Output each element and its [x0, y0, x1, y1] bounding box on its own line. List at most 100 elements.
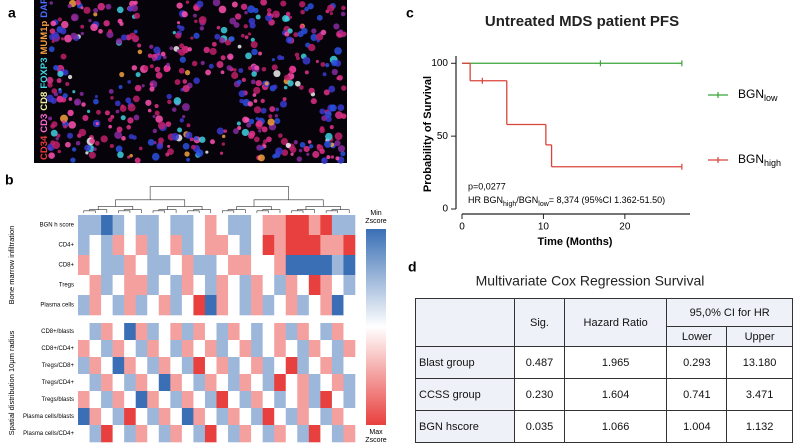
cell-dot	[337, 104, 345, 112]
cell-dot	[72, 90, 76, 94]
cell-dot	[176, 21, 181, 25]
heatmap-cell	[331, 374, 344, 392]
y-tick-label: 100	[431, 58, 448, 69]
cell-dot	[323, 89, 330, 96]
heatmap-cell	[181, 408, 194, 426]
cell-dot	[166, 93, 172, 100]
heatmap-cell	[181, 255, 194, 276]
cell-dot	[181, 103, 190, 111]
cell-dot	[199, 26, 205, 31]
cell-dot	[319, 126, 325, 131]
cell-dot	[255, 14, 261, 20]
cell-dot	[81, 102, 86, 107]
heatmap-cell	[228, 391, 240, 409]
cell-dot	[127, 103, 136, 112]
cell-dot	[179, 43, 185, 49]
heatmap-cell	[251, 323, 263, 341]
heatmap-cell	[308, 340, 321, 358]
y-tick-label: 50	[437, 131, 449, 142]
x-tick-label: 20	[619, 222, 631, 233]
heatmap-cell	[251, 408, 263, 426]
table-cell: 0.487	[514, 346, 565, 379]
cell-dot	[336, 76, 340, 80]
cell-dot	[247, 66, 253, 71]
cell-dot	[65, 141, 71, 148]
cell-dot	[262, 139, 268, 144]
cell-dot	[289, 71, 293, 75]
heatmap-cell	[147, 391, 160, 409]
row-label: CD8+	[58, 263, 74, 269]
heatmap-cell	[135, 323, 148, 341]
cell-dot	[329, 104, 337, 112]
heatmap-cell	[112, 235, 125, 256]
cell-dot	[328, 85, 336, 93]
cell-dot	[88, 19, 92, 23]
cell-dot	[119, 72, 125, 78]
cell-dot	[98, 28, 103, 34]
heatmap-cell	[78, 255, 90, 276]
cell-dot	[341, 31, 347, 37]
group-label: Bone marrow infiltration	[7, 226, 16, 305]
heatmap-cell	[331, 340, 344, 358]
cell-dot	[70, 157, 76, 163]
note-subscript: low	[538, 201, 549, 208]
dendrogram-branch	[262, 209, 281, 213]
dendrogram-branch	[115, 199, 186, 207]
cell-dot	[127, 155, 131, 159]
heatmap-cell	[262, 215, 275, 236]
dendrogram-branch	[331, 209, 350, 213]
table-cell: 0.293	[666, 346, 728, 379]
heatmap-cell	[308, 425, 321, 443]
heatmap-cell	[285, 340, 298, 358]
heatmap-cell	[274, 235, 287, 256]
cell-dot	[83, 6, 91, 14]
cell-dot	[191, 60, 198, 67]
heatmap-cell	[297, 340, 310, 358]
cell-dot	[282, 97, 287, 102]
cell-dot	[209, 139, 216, 145]
cell-dot	[321, 158, 326, 162]
cell-dot	[120, 34, 128, 41]
cell-dot	[306, 152, 310, 156]
cell-dot	[158, 137, 164, 144]
table-cell: 1.965	[563, 346, 668, 379]
dendrogram-branch	[236, 206, 272, 210]
cell-dot	[175, 32, 182, 39]
heatmap-cell	[89, 357, 102, 375]
cell-dot	[247, 5, 256, 14]
cell-dot	[333, 23, 340, 30]
cell-dot	[316, 14, 323, 21]
heatmap-cell	[193, 275, 206, 296]
cell-dot	[67, 109, 74, 117]
heatmap-cell	[112, 374, 125, 392]
heatmap-cell	[274, 215, 287, 236]
heatmap-cell	[181, 215, 194, 236]
table-row: BGN hscore 0.035 1.066 1.004 1.132	[414, 410, 793, 443]
heatmap-cell	[239, 425, 252, 443]
cell-dot	[61, 20, 69, 29]
cell-dot	[194, 19, 198, 24]
heatmap-cell	[308, 374, 321, 392]
heatmap-cell	[308, 235, 321, 256]
cell-dot	[56, 78, 62, 84]
heatmap-cell	[216, 340, 229, 358]
cell-dot	[238, 68, 244, 74]
cell-dot	[117, 18, 123, 24]
cell-dot	[193, 5, 199, 11]
heatmap-cell	[158, 408, 171, 426]
heatmap-cell	[297, 374, 310, 392]
dendrogram-branch	[167, 206, 203, 210]
cell-dot	[310, 98, 317, 105]
cell-dot	[299, 85, 304, 90]
cell-dot	[299, 1, 306, 8]
heatmap-cell	[147, 295, 160, 316]
cell-dot	[212, 0, 221, 7]
cell-dot	[266, 136, 272, 143]
dendrogram-branch	[291, 210, 304, 213]
heatmap-cell	[204, 425, 217, 443]
cell-dot	[331, 68, 338, 76]
heatmap-cell	[135, 275, 148, 296]
heatmap-cell	[89, 391, 102, 409]
heatmap-cell	[228, 357, 240, 375]
